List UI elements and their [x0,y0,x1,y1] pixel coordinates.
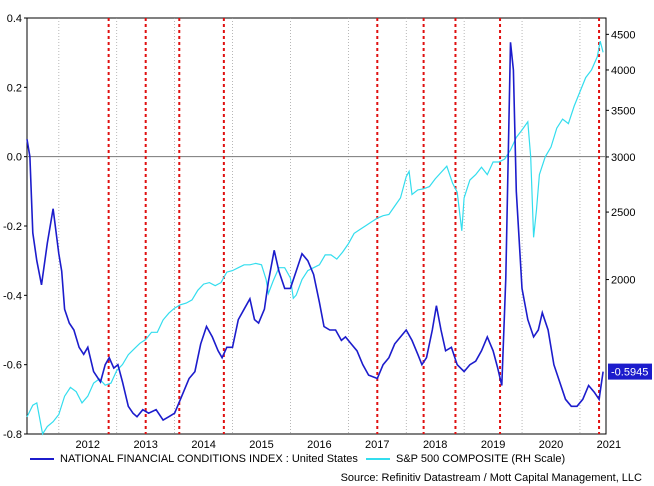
right-tick-label: 3000 [611,152,635,164]
right-tick-label: 3500 [611,105,635,117]
right-tick-label: 4000 [611,65,635,77]
x-tick-2021: 2021 [597,439,621,450]
legend-swatch-nfci [30,458,54,460]
right-tick-label: 2500 [611,207,635,219]
left-tick-label: -0.6 [3,360,22,372]
legend-label-nfci: NATIONAL FINANCIAL CONDITIONS INDEX : Un… [60,453,358,465]
left-tick-label: 0.2 [7,82,22,94]
x-axis-ticks: 2012 2013 2014 2015 2016 2017 2018 2019 2020 2021 [76,439,622,450]
vertical-gridlines [58,18,581,434]
last-value-badge: -0.5945 [608,363,652,380]
x-tick-2017: 2017 [365,439,389,450]
chart-canvas: 0.4 0.2 0.0 -0.2 -0.4 -0.6 -0.8 4500 4000 3500 30… [3,13,652,450]
legend-swatch-sp500 [366,458,390,460]
right-axis-ticks: 4500 4000 3500 3000 2500 2000 [606,29,635,287]
left-tick-label: -0.4 [3,290,22,302]
sp500-series-line [26,40,604,436]
source-note: Source: Refinitiv Datastream / Mott Capi… [340,472,642,484]
x-tick-2019: 2019 [481,439,505,450]
nfci-series-line [26,42,604,422]
right-tick-label: 4500 [611,29,635,41]
left-tick-label: -0.8 [3,429,22,441]
x-tick-2012: 2012 [76,439,100,450]
legend-item-nfci: NATIONAL FINANCIAL CONDITIONS INDEX : Un… [30,453,358,465]
left-tick-label: -0.2 [3,221,22,233]
plot-area [26,17,607,435]
legend: NATIONAL FINANCIAL CONDITIONS INDEX : Un… [30,453,640,471]
right-tick-label: 2000 [611,275,635,287]
left-tick-label: 0.0 [7,152,22,164]
last-value-text: -0.5945 [611,367,648,379]
legend-label-sp500: S&P 500 COMPOSITE (RH Scale) [396,453,566,465]
x-tick-2016: 2016 [307,439,331,450]
x-tick-2015: 2015 [249,439,273,450]
left-axis-ticks: 0.4 0.2 0.0 -0.2 -0.4 -0.6 -0.8 [3,13,27,441]
x-tick-2020: 2020 [539,439,563,450]
x-tick-2014: 2014 [191,439,215,450]
legend-item-sp500: S&P 500 COMPOSITE (RH Scale) [366,453,565,465]
left-tick-label: 0.4 [7,13,22,25]
x-tick-2018: 2018 [423,439,447,450]
x-tick-2013: 2013 [133,439,157,450]
